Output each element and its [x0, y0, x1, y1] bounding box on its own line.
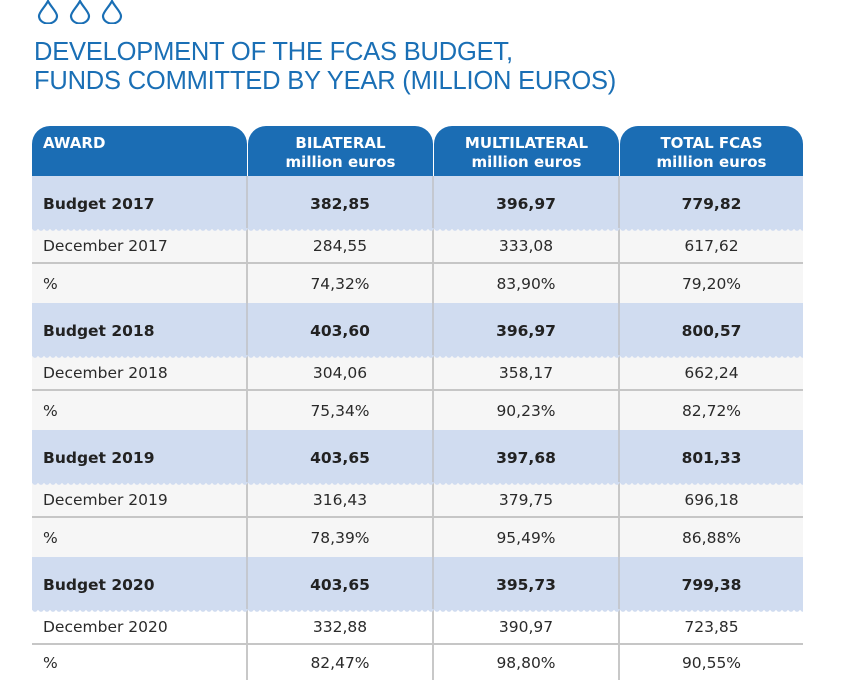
cell-bilateral: 403,65 [248, 430, 434, 483]
cell-bilateral: 78,39% [248, 518, 434, 557]
table-row-pct: % 82,47% 98,80% 90,55% [32, 645, 803, 680]
cell-total-fcas: 79,20% [681, 274, 742, 293]
cell-award: % [32, 645, 248, 680]
cell-bilateral: 74,32% [248, 264, 434, 303]
cell-multilateral: 358,17 [434, 356, 620, 389]
cell-bilateral: 284,55 [248, 229, 434, 262]
column-header-unit: million euros [285, 153, 396, 171]
cell-bilateral: 382,85 [248, 176, 434, 229]
cell-bilateral: 304,06 [248, 356, 434, 389]
column-header-unit: million euros [471, 153, 582, 171]
column-header-total-fcas: TOTAL FCAS million euros [620, 126, 803, 176]
cell-multilateral: 83,90% [434, 264, 620, 303]
cell-award: % [32, 391, 248, 430]
table-row-pct: % 74,32% 83,90% 79,20% [32, 264, 803, 303]
cell-award: % [32, 264, 248, 303]
water-drop-icon [37, 0, 59, 24]
cell-award: December 2020 [32, 610, 248, 643]
table-row-december: December 2018 304,06 358,17 662,24 [32, 356, 803, 391]
cell-multilateral: 390,97 [434, 610, 620, 643]
title-line-2: FUNDS COMMITTED BY YEAR (MILLION EUROS) [34, 67, 617, 95]
column-header-title: AWARD [43, 134, 106, 152]
cell-award: % [32, 518, 248, 557]
cell-total-fcas: 86,88% [681, 528, 742, 547]
cell-multilateral: 98,80% [434, 645, 620, 680]
cell-award: Budget 2018 [32, 303, 248, 356]
cell-total-fcas: 723,85 [684, 617, 739, 636]
cell-multilateral: 396,97 [434, 176, 620, 229]
table-row-december: December 2020 332,88 390,97 723,85 [32, 610, 803, 645]
table-row-budget: Budget 2020 403,65 395,73 799,38 [32, 557, 803, 613]
cell-bilateral: 75,34% [248, 391, 434, 430]
table-body: Budget 2017 382,85 396,97 779,82 December 20… [32, 176, 803, 680]
cell-award: Budget 2019 [32, 430, 248, 483]
cell-award: Budget 2020 [32, 557, 248, 610]
water-drop-icon [69, 0, 91, 24]
table-row-pct: % 78,39% 95,49% 86,88% [32, 518, 803, 557]
cell-award: Budget 2017 [32, 176, 248, 229]
title-line-1: DEVELOPMENT OF THE FCAS BUDGET, [34, 38, 513, 66]
cell-multilateral: 95,49% [434, 518, 620, 557]
table-row-budget: Budget 2019 403,65 397,68 801,33 [32, 430, 803, 486]
table-row-december: December 2017 284,55 333,08 617,62 [32, 229, 803, 264]
cell-bilateral: 403,65 [248, 557, 434, 610]
cell-bilateral: 332,88 [248, 610, 434, 643]
cell-multilateral: 90,23% [434, 391, 620, 430]
cell-total-fcas: 800,57 [681, 321, 742, 340]
column-header-title: BILATERAL [295, 134, 386, 152]
cell-multilateral: 395,73 [434, 557, 620, 610]
cell-bilateral: 403,60 [248, 303, 434, 356]
column-header-title: MULTILATERAL [464, 134, 589, 152]
table-row-budget: Budget 2018 403,60 396,97 800,57 [32, 303, 803, 359]
cell-total-fcas: 801,33 [681, 448, 742, 467]
water-drops-decoration [36, 0, 124, 24]
water-drop-icon [101, 0, 123, 24]
cell-total-fcas: 662,24 [684, 363, 739, 382]
column-header-multilateral: MULTILATERAL million euros [434, 126, 619, 176]
cell-award: December 2018 [32, 356, 248, 389]
cell-total-fcas: 617,62 [684, 236, 739, 255]
page-title: DEVELOPMENT OF THE FCAS BUDGET, FUNDS CO… [34, 38, 616, 96]
table-row-pct: % 75,34% 90,23% 82,72% [32, 391, 803, 430]
column-header-award: AWARD [32, 126, 247, 176]
cell-total-fcas: 779,82 [681, 194, 742, 213]
cell-multilateral: 379,75 [434, 483, 620, 516]
cell-multilateral: 396,97 [434, 303, 620, 356]
cell-multilateral: 333,08 [434, 229, 620, 262]
table-row-december: December 2019 316,43 379,75 696,18 [32, 483, 803, 518]
table-header: AWARD BILATERAL million euros MULTILATER… [32, 126, 803, 176]
column-header-bilateral: BILATERAL million euros [248, 126, 433, 176]
cell-total-fcas: 90,55% [681, 653, 742, 672]
table-row-budget: Budget 2017 382,85 396,97 779,82 [32, 176, 803, 232]
cell-bilateral: 316,43 [248, 483, 434, 516]
cell-multilateral: 397,68 [434, 430, 620, 483]
cell-total-fcas: 82,72% [681, 401, 742, 420]
column-header-unit: million euros [656, 153, 767, 171]
cell-total-fcas: 799,38 [681, 575, 742, 594]
cell-award: December 2017 [32, 229, 248, 262]
cell-total-fcas: 696,18 [684, 490, 739, 509]
cell-bilateral: 82,47% [248, 645, 434, 680]
column-header-title: TOTAL FCAS [660, 134, 763, 152]
cell-award: December 2019 [32, 483, 248, 516]
fcas-budget-table: AWARD BILATERAL million euros MULTILATER… [32, 126, 803, 680]
